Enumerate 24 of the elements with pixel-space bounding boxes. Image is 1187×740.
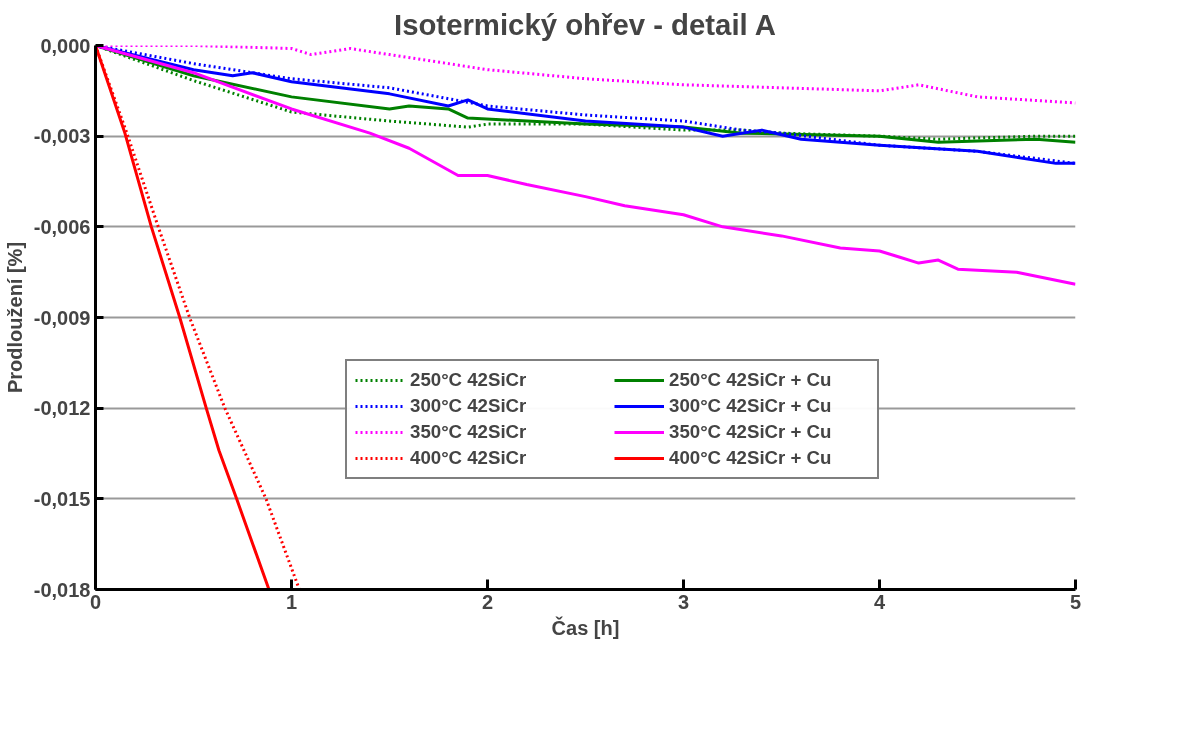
x-tick-label: 4 <box>873 590 886 613</box>
y-tick-label: -0,015 <box>33 487 91 510</box>
x-tick-label: 1 <box>285 590 298 613</box>
y-tick-label: -0,006 <box>33 215 91 238</box>
legend-label: 350°C 42SiCr + Cu <box>669 421 833 443</box>
chart-title: Isotermický ohřev - detail A <box>393 7 776 41</box>
legend-label: 250°C 42SiCr <box>410 369 528 391</box>
y-tick-label: 0,000 <box>40 34 91 57</box>
x-tick-label: 0 <box>89 590 102 613</box>
legend-label: 400°C 42SiCr + Cu <box>669 447 833 469</box>
x-tick-label: 2 <box>481 590 494 613</box>
y-tick-label: -0,009 <box>33 306 91 329</box>
legend-label: 300°C 42SiCr <box>410 395 528 417</box>
legend-label: 300°C 42SiCr + Cu <box>669 395 833 417</box>
x-axis-title: Čas [h] <box>551 615 620 639</box>
x-tick-label: 3 <box>677 590 690 613</box>
y-tick-label: -0,003 <box>33 125 91 148</box>
legend-label: 350°C 42SiCr <box>410 421 528 443</box>
y-tick-label: -0,018 <box>33 578 91 601</box>
legend-label: 250°C 42SiCr + Cu <box>669 369 833 391</box>
legend-label: 400°C 42SiCr <box>410 447 528 469</box>
y-tick-label: -0,012 <box>33 397 91 420</box>
x-tick-label: 5 <box>1069 590 1082 613</box>
y-axis-title: Prodloužení [%] <box>3 241 26 394</box>
